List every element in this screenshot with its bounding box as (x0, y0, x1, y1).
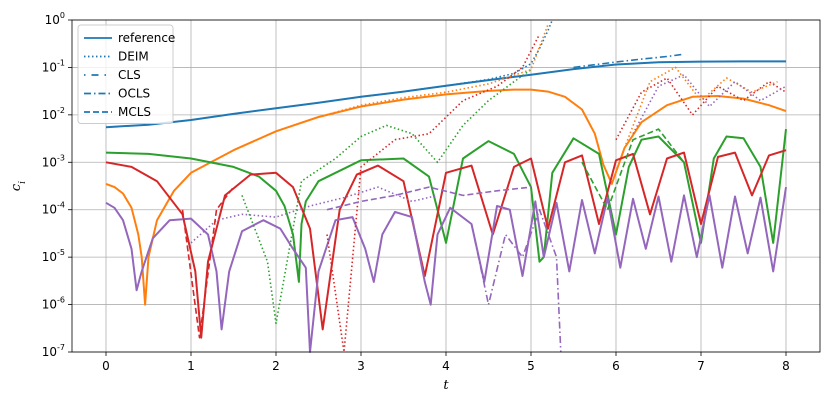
x-tick-label: 4 (442, 359, 450, 373)
y-tick-label: 10-2 (42, 106, 65, 122)
y-tick-label: 100 (45, 11, 65, 27)
y-axis-label: ci (9, 181, 28, 191)
y-tick-label: 10-7 (42, 343, 65, 359)
series-line-9 (241, 68, 532, 325)
series-line-3 (573, 53, 685, 69)
legend-label: OCLS (118, 87, 150, 101)
y-tick-label: 10-3 (42, 153, 65, 169)
x-tick-label: 1 (187, 359, 195, 373)
x-tick-label: 0 (102, 359, 110, 373)
y-tick-label: 10-5 (42, 248, 65, 264)
x-tick-label: 5 (527, 359, 535, 373)
y-tick-label: 10-4 (42, 201, 65, 217)
legend-label: CLS (118, 68, 141, 82)
series-line-17 (326, 186, 532, 211)
series-line-5 (105, 128, 787, 283)
series-layer (105, 19, 787, 353)
legend-label: reference (118, 31, 175, 45)
x-tick-label: 2 (272, 359, 280, 373)
x-axis: 0 1 2 3 4 5 6 7 8 (102, 352, 790, 373)
y-tick-label: 10-1 (42, 58, 65, 74)
series-line-13 (623, 66, 778, 149)
x-tick-label: 3 (357, 359, 365, 373)
y-tick-label: 10-6 (42, 296, 65, 312)
series-line-4 (105, 88, 787, 306)
series-line-16 (181, 186, 235, 339)
x-tick-label: 8 (782, 359, 790, 373)
legend-label: MCLS (118, 105, 151, 119)
y-axis: 10-7 10-6 10-5 10-4 10-3 10-2 10-1 100 (42, 11, 72, 359)
x-axis-label: t (443, 378, 449, 393)
legend-box (77, 24, 174, 124)
legend: reference DEIM CLS OCLS MCLS (77, 24, 175, 124)
x-tick-label: 7 (697, 359, 705, 373)
series-line-10 (318, 24, 549, 118)
series-line-15 (581, 128, 685, 211)
series-line-8 (190, 186, 438, 244)
series-line-11 (326, 33, 541, 353)
legend-label: DEIM (118, 50, 149, 64)
series-line-1 (105, 60, 786, 129)
x-tick-label: 6 (612, 359, 620, 373)
series-line-2 (360, 19, 554, 98)
